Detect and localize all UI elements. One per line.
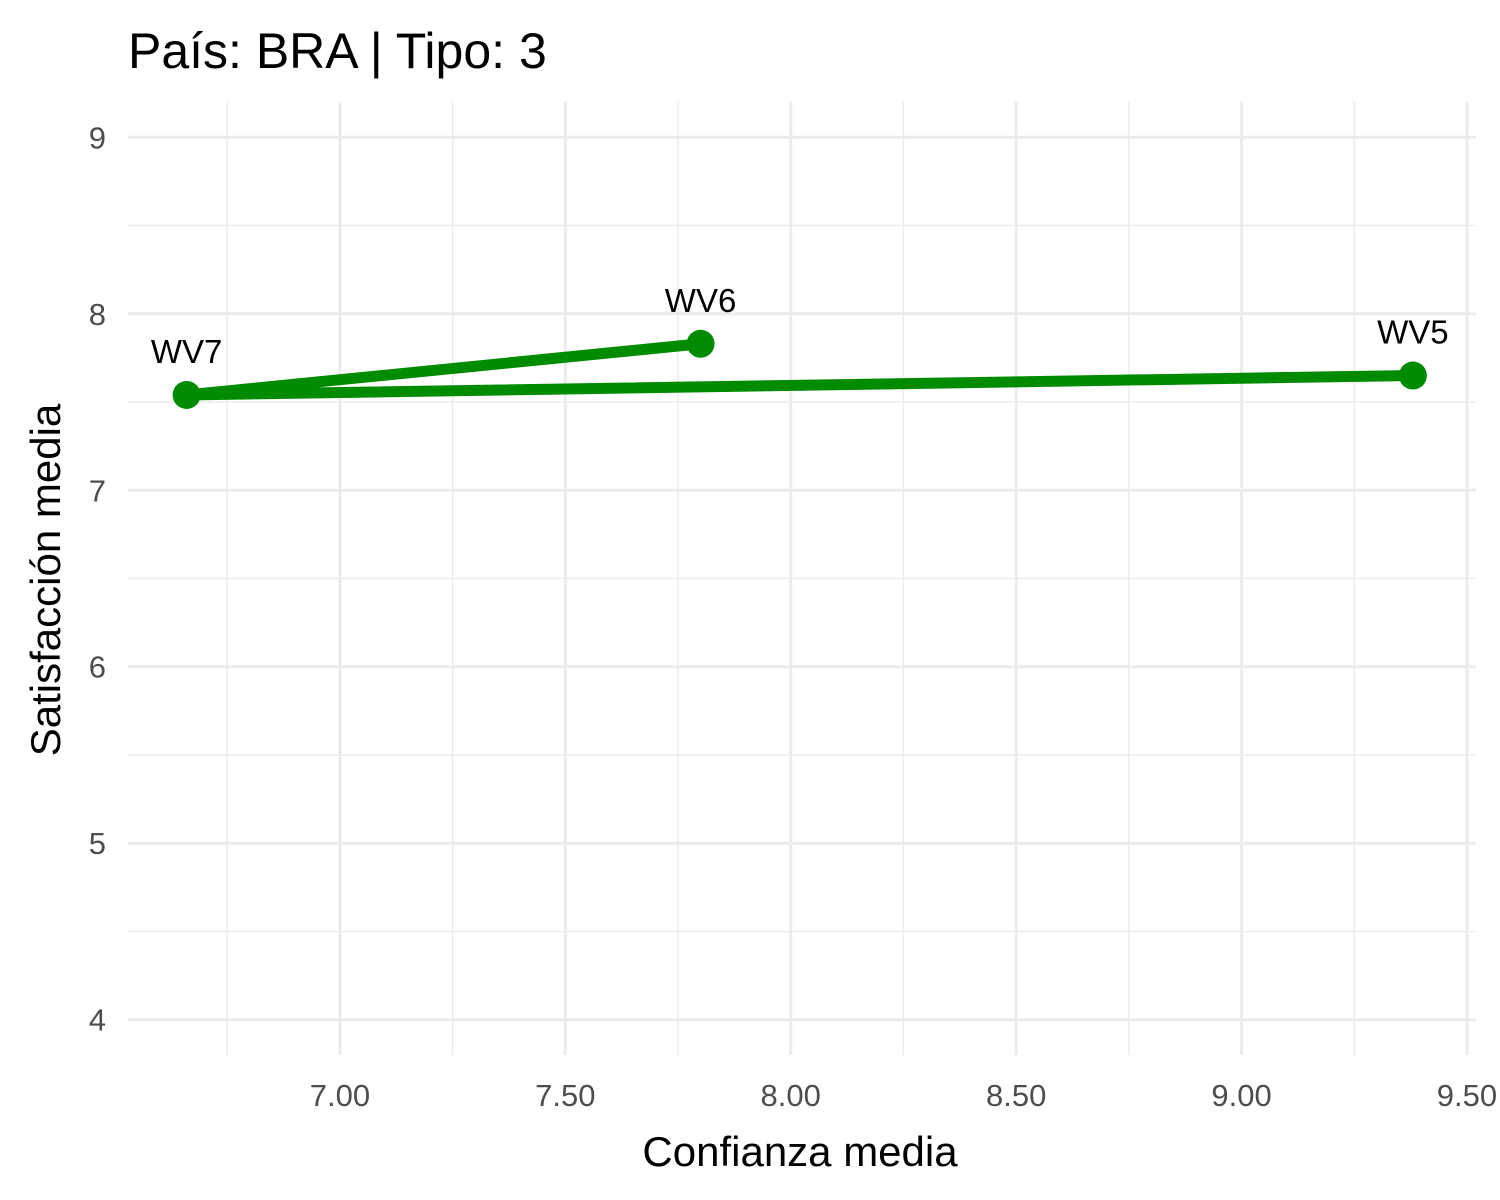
point-labels: WV5 WV7 WV6 bbox=[151, 282, 1449, 370]
point-label-wv6: WV6 bbox=[665, 282, 737, 319]
y-tick-label: 9 bbox=[89, 120, 106, 155]
x-tick-label: 8.50 bbox=[986, 1078, 1046, 1113]
point-label-wv5: WV5 bbox=[1377, 314, 1449, 351]
x-axis-ticks: 7.00 7.50 8.00 8.50 9.00 9.50 bbox=[310, 1078, 1497, 1113]
series-layer bbox=[172, 329, 1427, 409]
y-tick-label: 6 bbox=[89, 650, 106, 685]
y-axis-ticks: 4 5 6 7 8 9 bbox=[89, 120, 106, 1037]
x-axis-title: Confianza media bbox=[642, 1128, 958, 1175]
y-tick-label: 4 bbox=[89, 1003, 106, 1038]
data-point-wv6 bbox=[686, 329, 715, 358]
y-axis-title: Satisfacción media bbox=[22, 403, 69, 756]
grid bbox=[128, 102, 1476, 1055]
point-label-wv7: WV7 bbox=[151, 333, 223, 370]
x-tick-label: 9.50 bbox=[1437, 1078, 1497, 1113]
x-tick-label: 7.50 bbox=[535, 1078, 595, 1113]
y-tick-label: 8 bbox=[89, 297, 106, 332]
data-point-wv7 bbox=[172, 380, 201, 409]
data-point-wv5 bbox=[1398, 361, 1427, 390]
series-line bbox=[181, 338, 1419, 401]
y-tick-label: 7 bbox=[89, 473, 106, 508]
y-tick-label: 5 bbox=[89, 826, 106, 861]
x-tick-label: 9.00 bbox=[1211, 1078, 1271, 1113]
x-tick-label: 8.00 bbox=[761, 1078, 821, 1113]
x-tick-label: 7.00 bbox=[310, 1078, 370, 1113]
chart-title: País: BRA | Tipo: 3 bbox=[128, 23, 547, 79]
